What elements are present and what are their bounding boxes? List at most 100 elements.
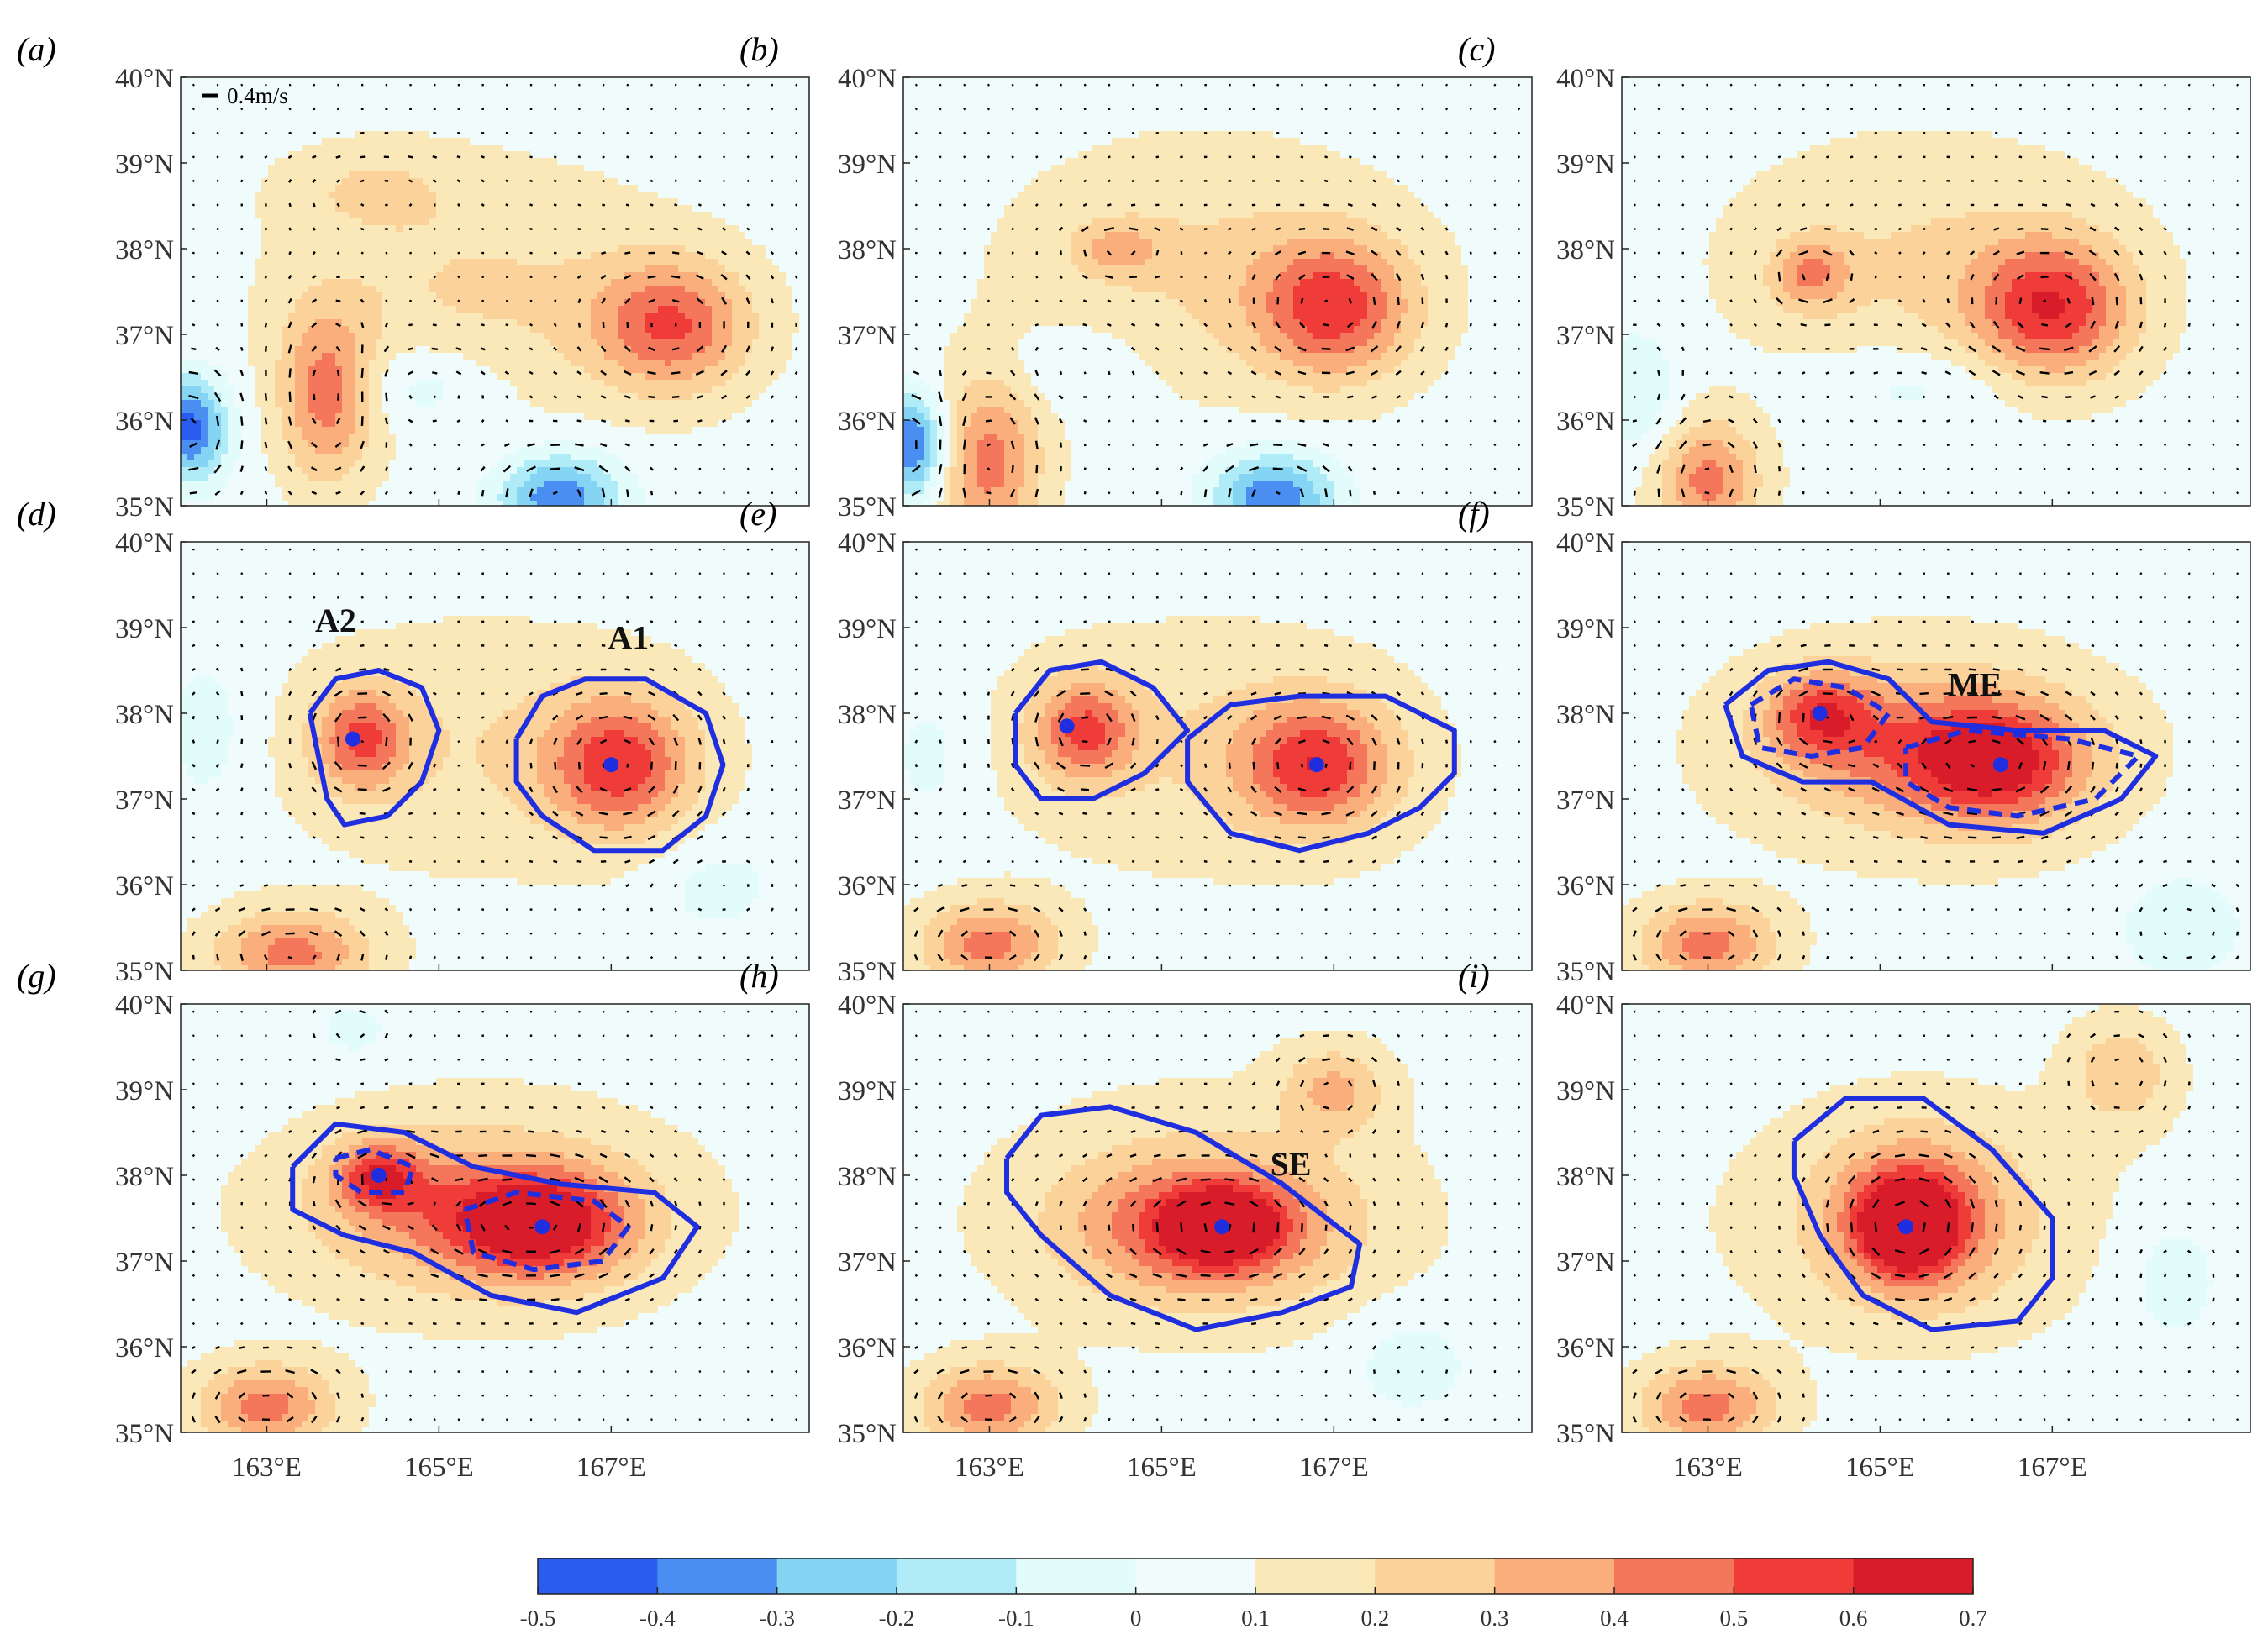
ssh-cell [315,77,323,85]
ssh-cell [571,84,578,92]
ssh-cell [759,232,766,239]
ssh-cell [463,225,471,233]
ssh-cell [712,171,719,179]
ssh-cell [329,239,336,246]
ssh-cell [416,198,424,206]
ssh-cell [248,380,255,387]
ssh-cell [423,393,430,401]
ssh-cell [792,111,800,118]
ssh-cell [208,225,215,233]
ssh-cell [308,299,316,307]
ssh-cell [766,259,773,266]
ssh-cell [456,232,464,239]
ssh-cell [705,380,713,387]
ssh-cell [618,239,625,246]
ssh-cell [631,118,639,125]
ssh-cell [631,198,639,206]
ssh-cell [745,171,753,179]
ssh-cell [766,165,773,172]
ssh-cell [772,272,780,280]
ssh-cell [530,225,538,233]
ssh-cell [335,165,343,172]
ssh-cell [638,420,645,428]
ssh-cell [638,272,645,280]
ssh-cell [376,104,383,112]
ssh-cell [759,97,766,105]
ssh-cell [483,373,491,381]
ssh-cell [571,111,578,118]
ssh-cell [436,151,444,159]
ssh-cell [416,91,424,98]
ssh-cell [369,158,376,166]
ssh-cell [591,131,598,139]
ssh-cell [329,306,336,313]
ssh-cell [524,232,531,239]
ssh-cell [389,400,397,407]
ssh-cell [524,373,531,381]
ssh-cell [483,205,491,213]
ssh-cell [315,326,323,334]
ssh-cell [698,151,706,159]
ssh-cell [349,346,356,354]
ssh-cell [577,77,585,85]
ssh-cell [248,192,255,199]
ssh-cell [436,366,444,374]
ssh-cell [349,326,356,334]
ssh-cell [792,279,800,286]
ssh-cell [295,245,303,253]
ssh-cell [732,265,739,273]
ssh-cell [685,104,692,112]
ssh-cell [631,259,639,266]
ssh-cell [671,400,679,407]
ssh-cell [671,292,679,300]
ssh-cell [187,353,195,360]
ssh-cell [766,151,773,159]
ssh-cell [564,77,571,85]
ssh-cell [275,360,282,367]
ssh-cell [745,111,753,118]
ssh-cell [490,165,497,172]
ssh-cell [470,346,477,354]
ssh-cell [597,286,605,293]
ssh-cell [705,84,713,92]
ssh-cell [665,339,672,347]
ssh-cell [725,205,733,213]
ssh-cell [214,427,222,434]
ssh-cell [577,339,585,347]
ssh-cell [530,306,538,313]
ssh-cell [429,245,437,253]
ssh-cell [671,131,679,139]
ssh-cell [490,205,497,213]
ssh-cell [537,360,545,367]
ssh-cell [490,198,497,206]
ssh-cell [792,420,800,428]
ssh-cell [792,198,800,206]
ssh-cell [187,299,195,307]
ssh-cell [342,407,350,414]
ssh-cell [564,91,571,98]
ssh-cell [597,265,605,273]
ssh-cell [436,265,444,273]
ssh-cell [577,111,585,118]
ssh-cell [302,373,309,381]
ssh-cell [537,427,545,434]
ssh-cell [255,171,262,179]
ssh-cell [631,339,639,347]
ssh-cell [530,353,538,360]
ssh-cell [678,151,686,159]
ssh-cell [396,111,403,118]
ssh-cell [376,111,383,118]
ssh-cell [490,232,497,239]
ssh-cell [443,252,450,260]
ssh-cell [678,192,686,199]
ssh-cell [362,171,370,179]
ssh-cell [651,138,659,145]
ssh-cell [712,286,719,293]
ssh-cell [288,360,296,367]
ssh-cell [329,124,336,132]
ssh-cell [718,178,726,186]
ssh-cell [597,259,605,266]
ssh-cell [234,151,242,159]
ssh-cell [584,373,592,381]
ssh-cell [315,104,323,112]
